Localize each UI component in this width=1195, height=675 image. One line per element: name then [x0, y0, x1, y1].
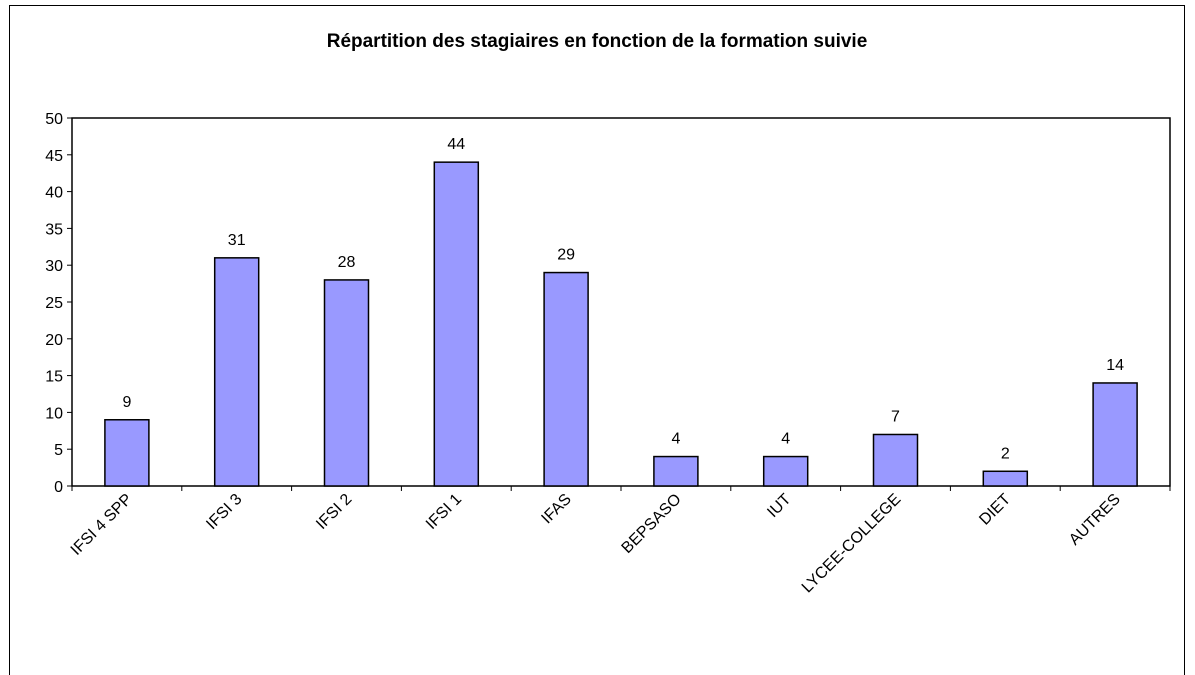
data-label: 29 — [557, 247, 575, 264]
y-tick-label: 15 — [45, 369, 63, 386]
y-tick-label: 50 — [45, 111, 63, 128]
y-tick-label: 0 — [54, 479, 63, 496]
y-tick-label: 25 — [45, 295, 63, 312]
bar — [982, 470, 1029, 487]
data-label: 14 — [1106, 357, 1124, 374]
bar — [653, 455, 699, 487]
data-label: 31 — [228, 232, 246, 249]
data-label: 7 — [891, 408, 900, 425]
y-tick-label: 30 — [45, 258, 63, 275]
data-label: 2 — [1001, 445, 1010, 462]
y-tick-label: 45 — [45, 148, 63, 165]
bar — [1092, 382, 1138, 487]
data-label: 9 — [122, 394, 131, 411]
bar — [323, 279, 370, 487]
data-label: 4 — [671, 431, 680, 448]
y-tick-label: 20 — [45, 332, 63, 349]
chart-border — [9, 5, 1185, 675]
chart-title: Répartition des stagiaires en fonction d… — [327, 31, 868, 52]
bar — [104, 419, 150, 487]
data-label: 28 — [338, 254, 356, 271]
y-tick-label: 35 — [45, 221, 63, 238]
data-label: 44 — [447, 136, 465, 153]
y-tick-label: 5 — [54, 442, 63, 459]
y-tick-label: 40 — [45, 185, 63, 202]
data-label: 4 — [781, 431, 790, 448]
bar — [543, 271, 589, 487]
bar — [872, 433, 919, 487]
y-tick-label: 10 — [45, 405, 63, 422]
bar — [762, 455, 809, 487]
bar — [213, 257, 260, 487]
bar — [433, 161, 480, 487]
